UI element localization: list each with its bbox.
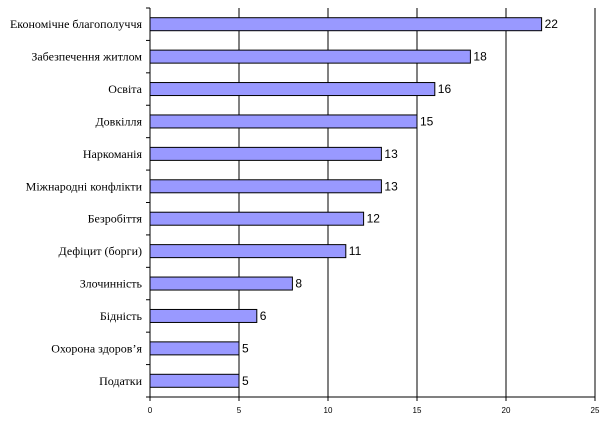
x-tick-label: 25	[591, 406, 600, 415]
category-label: Довкілля	[95, 114, 142, 128]
category-label: Злочинність	[80, 277, 143, 291]
bar	[149, 276, 293, 291]
bar	[149, 49, 471, 64]
bar	[149, 179, 382, 194]
data-label: 5	[242, 374, 249, 388]
category-label: Дефіцит (борги)	[59, 244, 142, 258]
x-tick-label: 20	[502, 406, 511, 415]
data-label: 18	[473, 50, 487, 64]
x-tick-label: 10	[324, 406, 333, 415]
x-tick-label: 15	[413, 406, 422, 415]
data-label: 12	[367, 212, 381, 226]
bar	[149, 82, 436, 97]
data-label: 15	[420, 114, 434, 128]
data-label: 5	[242, 341, 249, 355]
bar	[149, 373, 240, 388]
data-label: 22	[545, 17, 559, 31]
data-label: 13	[384, 147, 398, 161]
category-label: Міжнародні конфлікти	[26, 179, 143, 193]
data-label: 6	[260, 309, 267, 323]
bars	[149, 17, 543, 388]
x-tick-label: 5	[237, 406, 242, 415]
bar	[149, 341, 240, 356]
category-label: Безробіття	[88, 212, 143, 226]
data-label: 11	[349, 244, 362, 258]
bar	[149, 17, 543, 32]
category-label: Економічне благополуччя	[10, 17, 143, 31]
category-label: Податки	[99, 374, 143, 388]
bar	[149, 308, 258, 323]
data-label: 8	[295, 277, 302, 291]
category-label: Наркоманія	[83, 147, 143, 161]
bar	[149, 114, 418, 129]
category-label: Охорона здоров’я	[51, 341, 142, 355]
bar	[149, 146, 382, 161]
bar	[149, 211, 365, 226]
data-label: 13	[384, 179, 398, 193]
x-tick-label: 0	[148, 406, 153, 415]
category-label: Забезпечення житлом	[31, 50, 142, 64]
bar	[149, 244, 347, 259]
data-label: 16	[438, 82, 452, 96]
gridlines	[238, 8, 596, 397]
axes	[146, 7, 596, 401]
category-label: Освіта	[108, 82, 142, 96]
category-label: Бідність	[100, 309, 143, 323]
labels: 0 5 10 15 20 25 Економічне благополуччя 22 Забез…	[10, 17, 600, 415]
